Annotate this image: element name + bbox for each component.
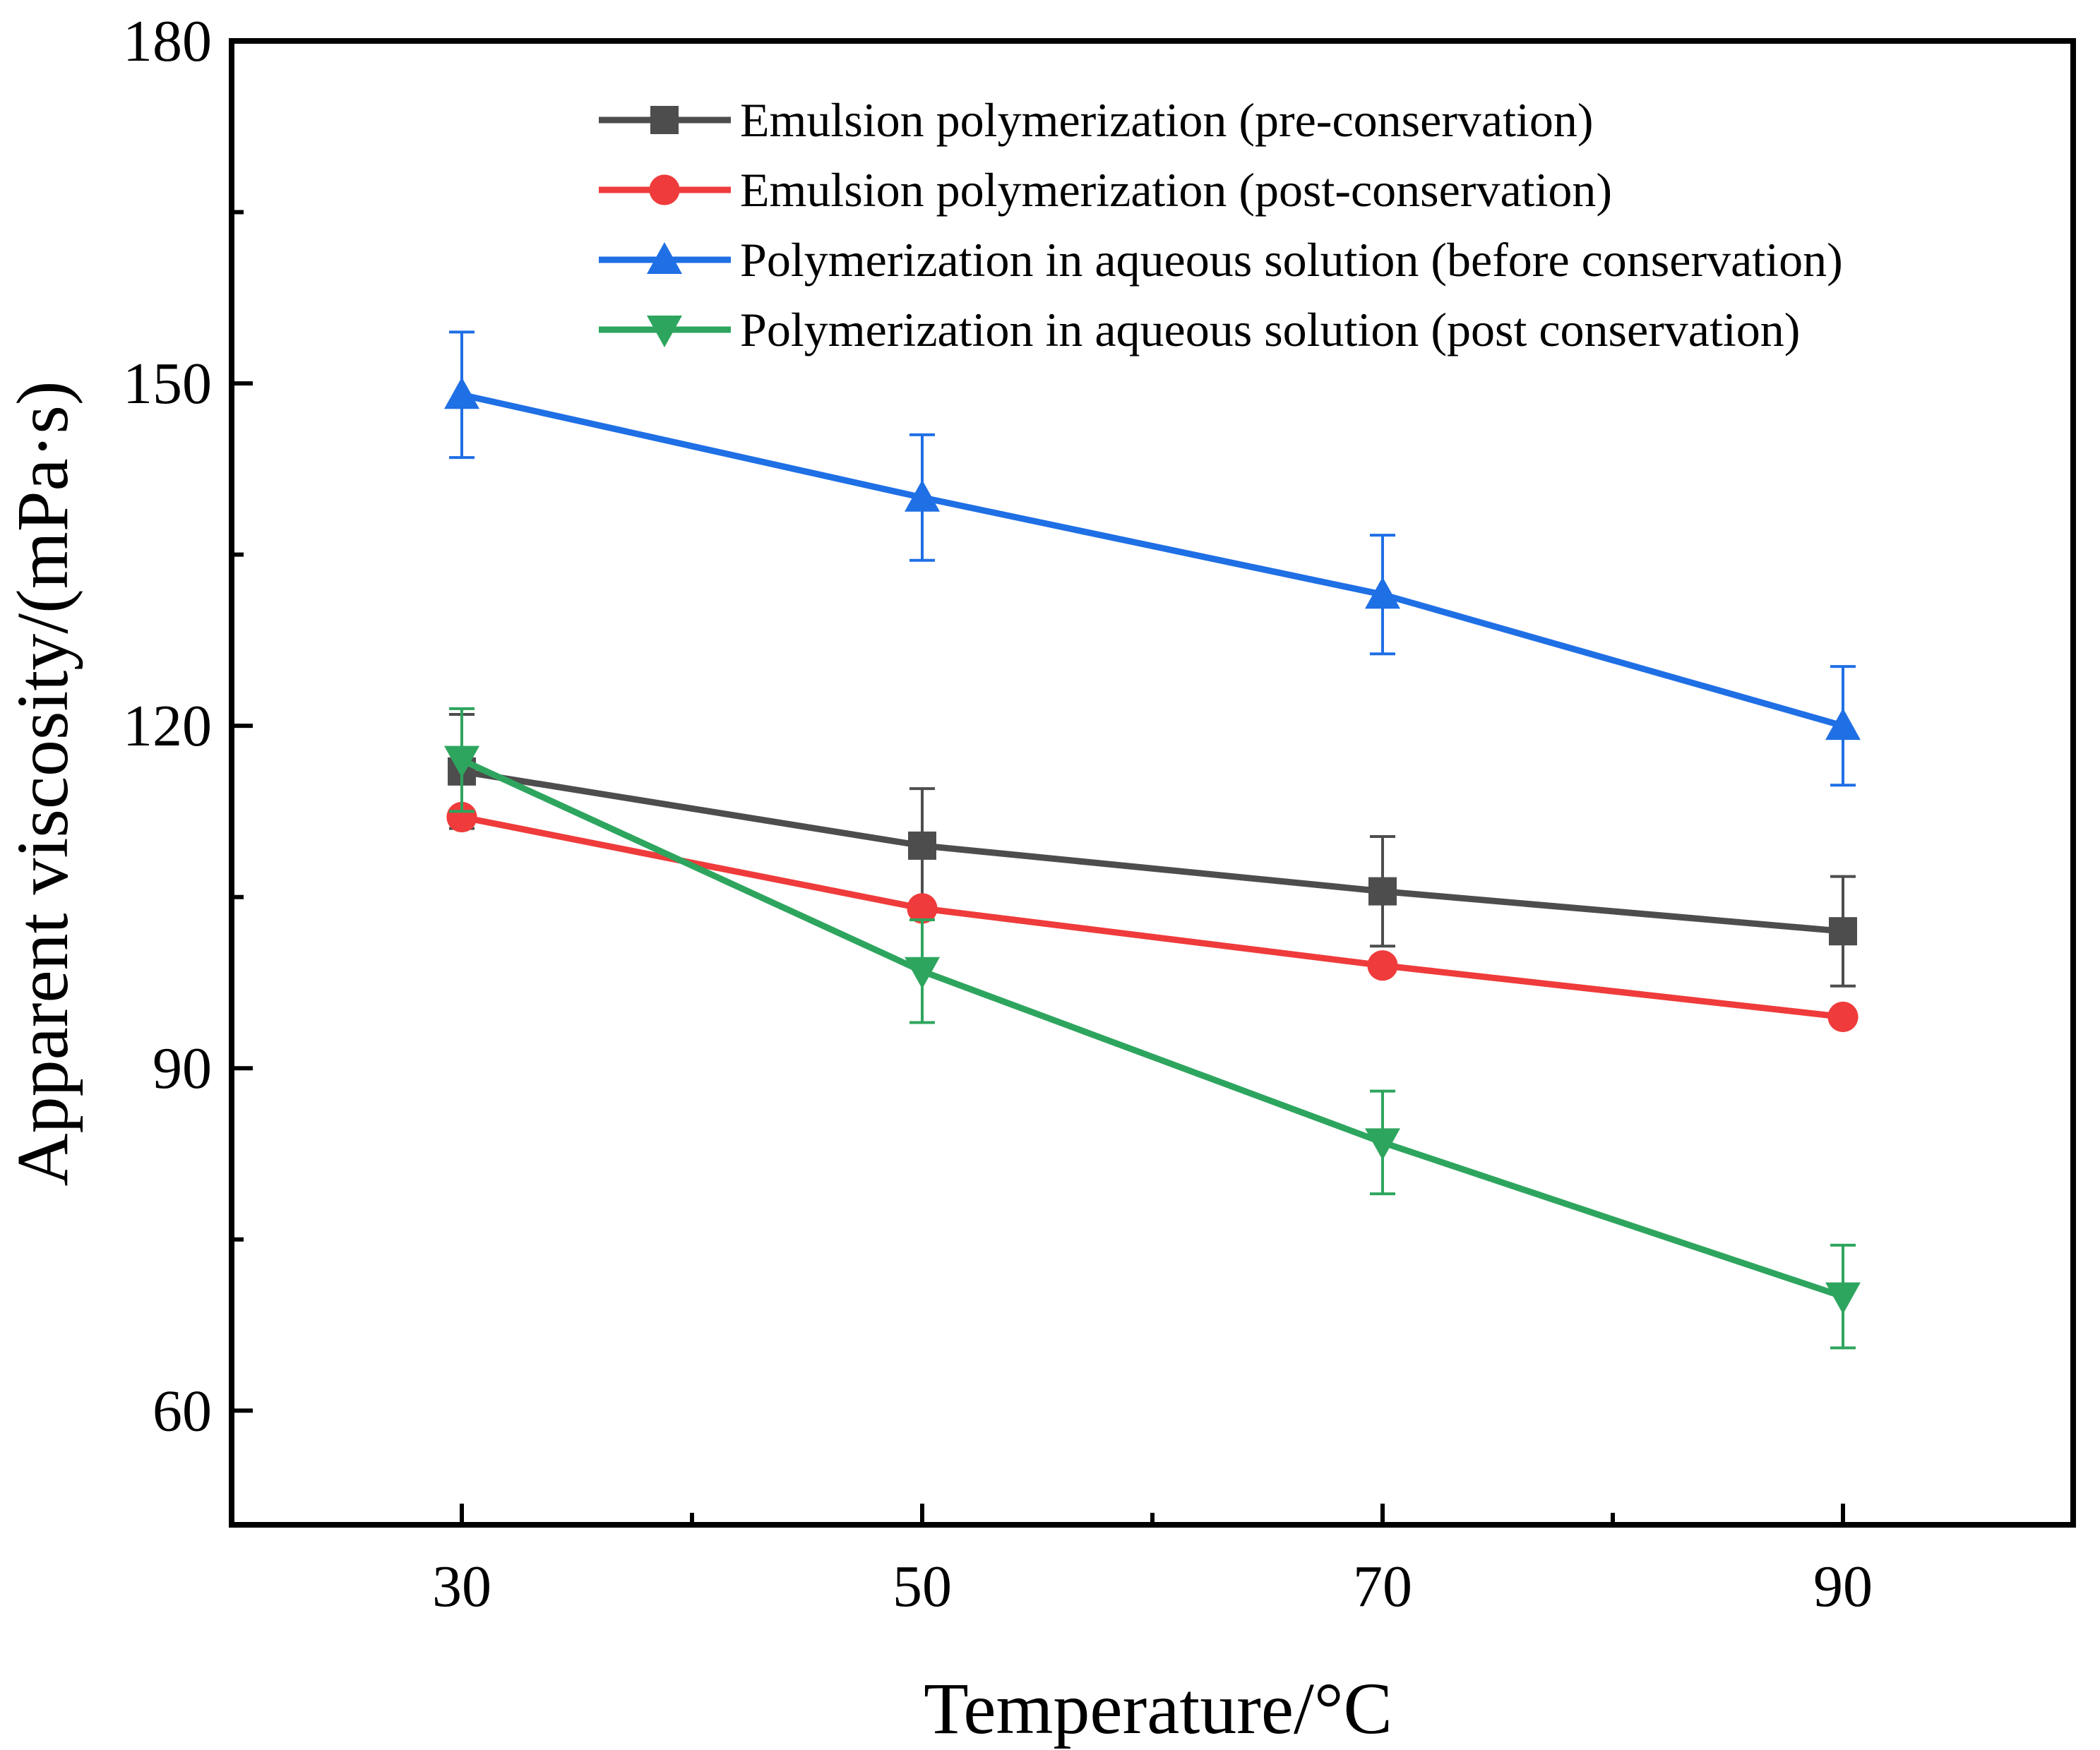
legend-label: Emulsion polymerization (pre-conservatio… [740, 93, 1594, 147]
x-tick-label: 90 [1813, 1554, 1873, 1619]
legend-label: Polymerization in aqueous solution (befo… [740, 233, 1843, 287]
y-tick-label: 90 [153, 1036, 212, 1101]
data-point [908, 831, 936, 860]
x-tick-label: 30 [432, 1554, 491, 1619]
y-tick-label: 180 [123, 8, 212, 74]
data-point [1827, 1001, 1859, 1033]
legend: Emulsion polymerization (pre-conservatio… [599, 93, 1843, 356]
data-point [446, 801, 477, 833]
data-point [444, 377, 479, 409]
legend-marker [647, 242, 682, 274]
series-4 [444, 707, 1861, 1350]
data-point [1368, 877, 1397, 906]
data-point [1367, 950, 1398, 981]
data-point [1365, 1128, 1400, 1161]
legend-marker [649, 174, 680, 205]
series-line [461, 391, 1844, 729]
legend-marker [650, 106, 679, 134]
series-line [461, 814, 1844, 1020]
data-point [907, 893, 938, 924]
legend-item-2: Emulsion polymerization (post-conservati… [599, 163, 1612, 217]
x-tick-label: 70 [1353, 1554, 1412, 1619]
x-axis-title: Temperature/°C [924, 1668, 1392, 1749]
y-tick-label: 150 [123, 351, 212, 416]
axes-layer: 60 90 120 150 180 30 50 70 90 [123, 8, 2076, 1619]
legend-label: Polymerization in aqueous solution (post… [740, 303, 1800, 356]
data-point [1829, 917, 1857, 946]
data-point [1365, 577, 1400, 609]
y-tick-label: 120 [123, 693, 212, 759]
series-line [460, 757, 1844, 1300]
y-tick-label: 60 [153, 1378, 212, 1444]
data-point [905, 957, 940, 989]
legend-label: Emulsion polymerization (post-conservati… [740, 163, 1612, 217]
series-line [461, 768, 1844, 935]
legend-item-3: Polymerization in aqueous solution (befo… [599, 233, 1843, 287]
legend-item-1: Emulsion polymerization (pre-conservatio… [599, 93, 1594, 147]
x-tick-label: 50 [893, 1554, 952, 1619]
data-point [905, 479, 940, 512]
data-point [1825, 708, 1861, 741]
legend-marker [647, 316, 682, 347]
series-3 [444, 330, 1861, 787]
series-layer [444, 330, 1861, 1350]
data-point [1825, 1282, 1861, 1314]
legend-item-4: Polymerization in aqueous solution (post… [599, 303, 1800, 356]
y-axis-title: Apparent viscosity/(mPa·s) [2, 381, 83, 1187]
series-1 [448, 712, 1857, 988]
data-point [444, 745, 479, 778]
